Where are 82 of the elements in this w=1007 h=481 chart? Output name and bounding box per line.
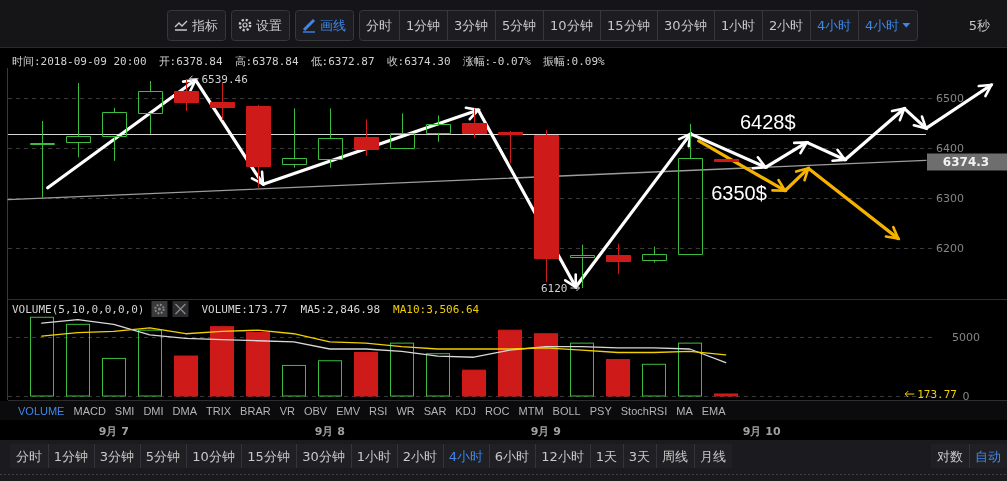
text: EMV <box>336 405 361 417</box>
text: MTM <box>518 405 544 417</box>
text: SAR <box>423 405 447 417</box>
text: 1分钟 <box>53 448 89 464</box>
text: 低:6372.87 <box>310 55 375 68</box>
text: 1分钟 <box>406 17 441 33</box>
text: 6小时 <box>494 448 530 464</box>
text: VR <box>279 405 296 417</box>
text: MA5:2,846.98 <box>300 303 381 316</box>
text: 分时 <box>366 17 392 33</box>
text: DMA <box>172 405 198 417</box>
text: 12小时 <box>541 448 584 464</box>
text: 分时 <box>16 448 42 464</box>
text: KDJ <box>455 405 477 417</box>
text: 30分钟 <box>664 17 707 33</box>
annotation: 6374.3 <box>942 155 990 170</box>
y-tick-label: 0 <box>962 390 970 403</box>
text: 3分钟 <box>454 17 489 33</box>
text: DMI <box>143 405 164 417</box>
y-tick-label: 6300 <box>936 192 964 205</box>
text: 指标 <box>191 17 218 33</box>
text: 画线 <box>320 17 346 33</box>
text: 15分钟 <box>607 17 650 33</box>
text: StochRSI <box>620 405 668 417</box>
text: 1小时 <box>356 448 392 464</box>
text: 2小时 <box>769 17 804 33</box>
annotation: VOLUME:173.77 <box>201 303 288 316</box>
text: 振幅:0.09% <box>542 55 605 68</box>
text: SMI <box>114 405 135 417</box>
line-series <box>41 327 727 356</box>
text: 涨幅:-0.07% <box>462 55 532 68</box>
text: EMA <box>701 405 727 417</box>
text: 30分钟 <box>302 448 345 464</box>
text: 对数 <box>937 448 963 464</box>
text: 3分钟 <box>99 448 135 464</box>
text: 2小时 <box>402 448 438 464</box>
text: 1小时 <box>721 17 756 33</box>
text: MA <box>676 405 694 417</box>
text: 15分钟 <box>247 448 290 464</box>
ref-line-label: 6428$ <box>740 111 796 133</box>
text: VOLUME <box>18 405 65 417</box>
text: WR <box>396 405 415 417</box>
text: ROC <box>485 405 510 417</box>
text: OBV <box>303 405 328 417</box>
text: 时间:2018-09-09 20:00 <box>12 55 147 68</box>
text: RSI <box>369 405 388 417</box>
text: 5分钟 <box>145 448 181 464</box>
y-tick-label: 6200 <box>936 242 964 255</box>
text: 10分钟 <box>550 17 593 33</box>
line-series <box>41 318 727 364</box>
text: MA10:3,506.64 <box>393 303 480 316</box>
text: 开:6378.84 <box>158 55 223 68</box>
text: 5秒 <box>968 18 990 33</box>
annotation: 6539.46 <box>201 72 248 86</box>
x-tick-label: 9月 9 <box>530 425 561 438</box>
text: 4小时 <box>865 17 900 33</box>
text: TRIX <box>206 405 232 417</box>
text: BRAR <box>240 405 271 417</box>
text: 3天 <box>628 448 651 464</box>
text: 1天 <box>595 448 618 464</box>
x-tick-label: 9月 10 <box>742 425 781 438</box>
text: 4小时 <box>817 17 852 33</box>
x-tick-label: 9月 8 <box>314 425 345 438</box>
text: MACD <box>73 405 106 417</box>
text: PSY <box>589 405 613 417</box>
text: 10分钟 <box>192 448 235 464</box>
text: 收:6374.30 <box>386 55 451 68</box>
text: 周线 <box>662 448 688 464</box>
x-tick-label: 9月 7 <box>98 425 129 438</box>
y-tick-label: 6500 <box>936 92 964 105</box>
text: 5分钟 <box>502 17 537 33</box>
y-tick-label: 6400 <box>936 142 964 155</box>
y-tick-label: 5000 <box>952 331 980 344</box>
annotation: VOLUME(5,10,0,0,0,0) <box>12 303 145 316</box>
text: 高:6378.84 <box>234 55 299 68</box>
annotation: 173.77 <box>917 388 957 401</box>
text: BOLL <box>552 405 581 417</box>
annotation: 6120 <box>541 282 568 296</box>
text: 自动 <box>975 448 1001 464</box>
text: 4小时 <box>448 448 484 464</box>
text: 设置 <box>256 17 282 33</box>
text: 月线 <box>700 448 726 464</box>
